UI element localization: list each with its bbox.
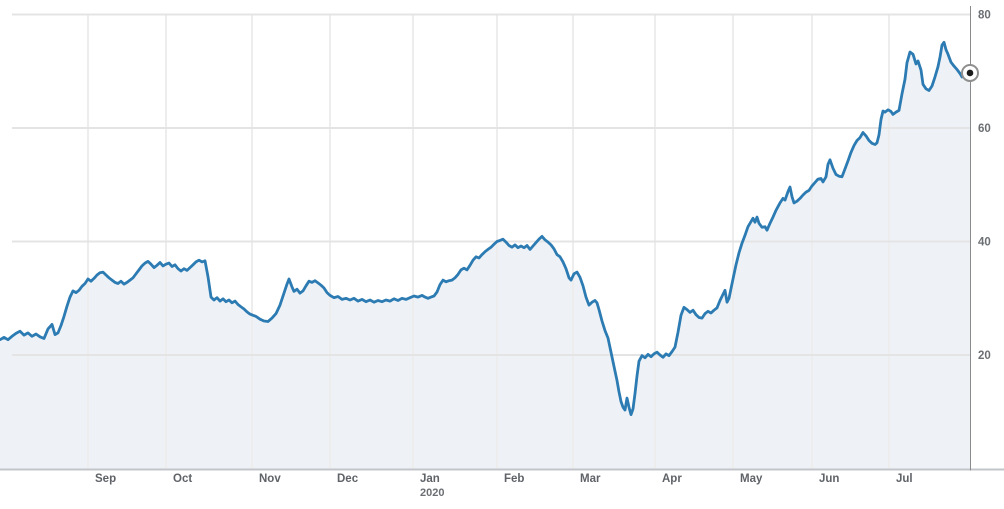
x-axis-label: Nov [259,473,281,485]
x-axis-label: Jan [420,473,440,485]
x-axis-label: Dec [337,473,359,485]
y-axis-label: 80 [978,10,991,22]
y-axis-label: 20 [978,350,991,362]
x-axis-label: Oct [173,473,192,485]
price-line [0,40,972,417]
x-axis-label: Mar [580,473,601,485]
x-axis-label: May [740,473,763,485]
area-fill [0,42,970,469]
last-price-marker-dot [966,69,974,77]
x-axis-label: Jul [896,473,913,485]
y-axis-label: 60 [978,123,991,135]
x-axis-label: Apr [662,473,682,485]
x-axis-label: Jun [819,473,839,485]
x-axis-label: Sep [95,473,116,485]
y-axis-label: 40 [978,237,991,249]
x-axis-label: Feb [504,473,524,485]
x-axis-year-label: 2020 [420,487,444,499]
